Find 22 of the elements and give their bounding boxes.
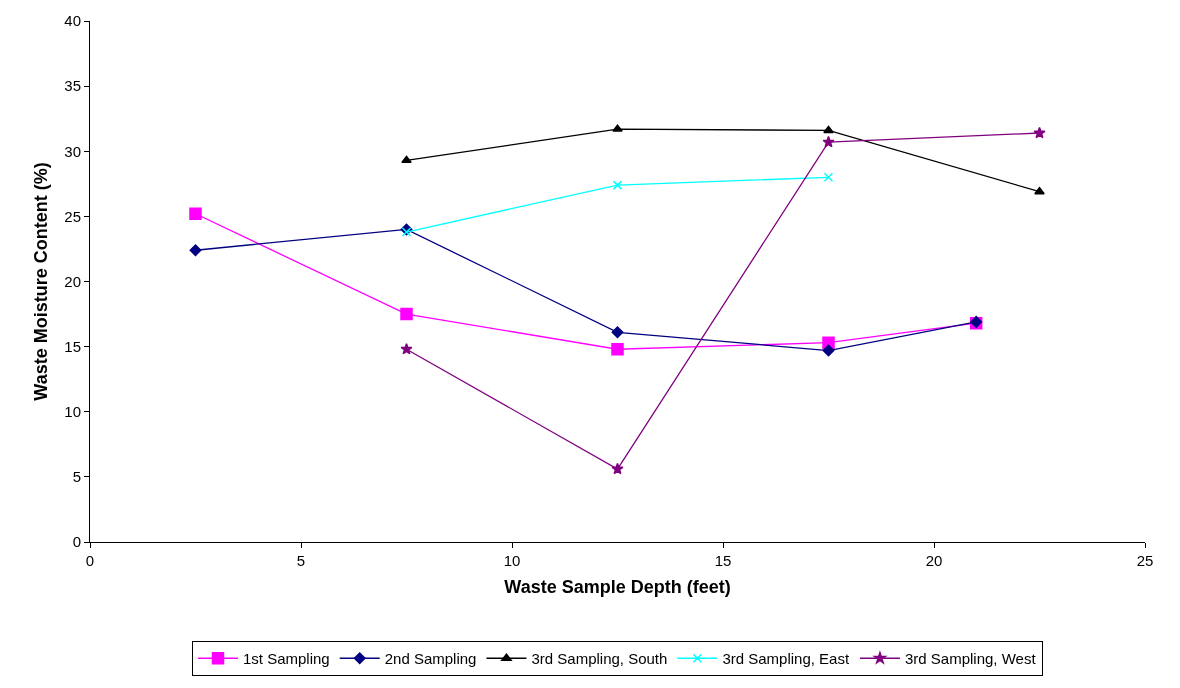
x-tick-label: 10 <box>503 552 521 569</box>
x-tick-label: 5 <box>296 552 306 569</box>
x-tick-label: 20 <box>925 552 943 569</box>
y-tick-label: 0 <box>72 533 81 551</box>
y-tick-label: 40 <box>64 12 81 30</box>
y-tick-label: 25 <box>64 207 81 225</box>
x-tick-label: 0 <box>85 552 95 569</box>
y-tick-label: 5 <box>72 468 81 486</box>
legend-label: 1st Sampling <box>243 650 330 668</box>
y-tick-label: 20 <box>64 272 81 290</box>
y-tick-label: 35 <box>64 77 81 95</box>
y-tick-label: 30 <box>64 142 81 160</box>
legend-label: 3rd Sampling, West <box>904 650 1037 668</box>
legend-label: 2nd Sampling <box>384 650 477 668</box>
legend-label: 3rd Sampling, South <box>531 650 668 668</box>
x-tick-label: 15 <box>714 552 732 569</box>
y-axis-title: Waste Moisture Content (%) <box>30 162 51 401</box>
x-tick-label: 25 <box>1136 552 1154 569</box>
legend-label: 3rd Sampling, East <box>722 650 850 668</box>
x-axis-title: Waste Sample Depth (feet) <box>504 577 731 598</box>
y-tick-label: 10 <box>64 403 81 420</box>
y-tick-label: 15 <box>64 337 81 355</box>
